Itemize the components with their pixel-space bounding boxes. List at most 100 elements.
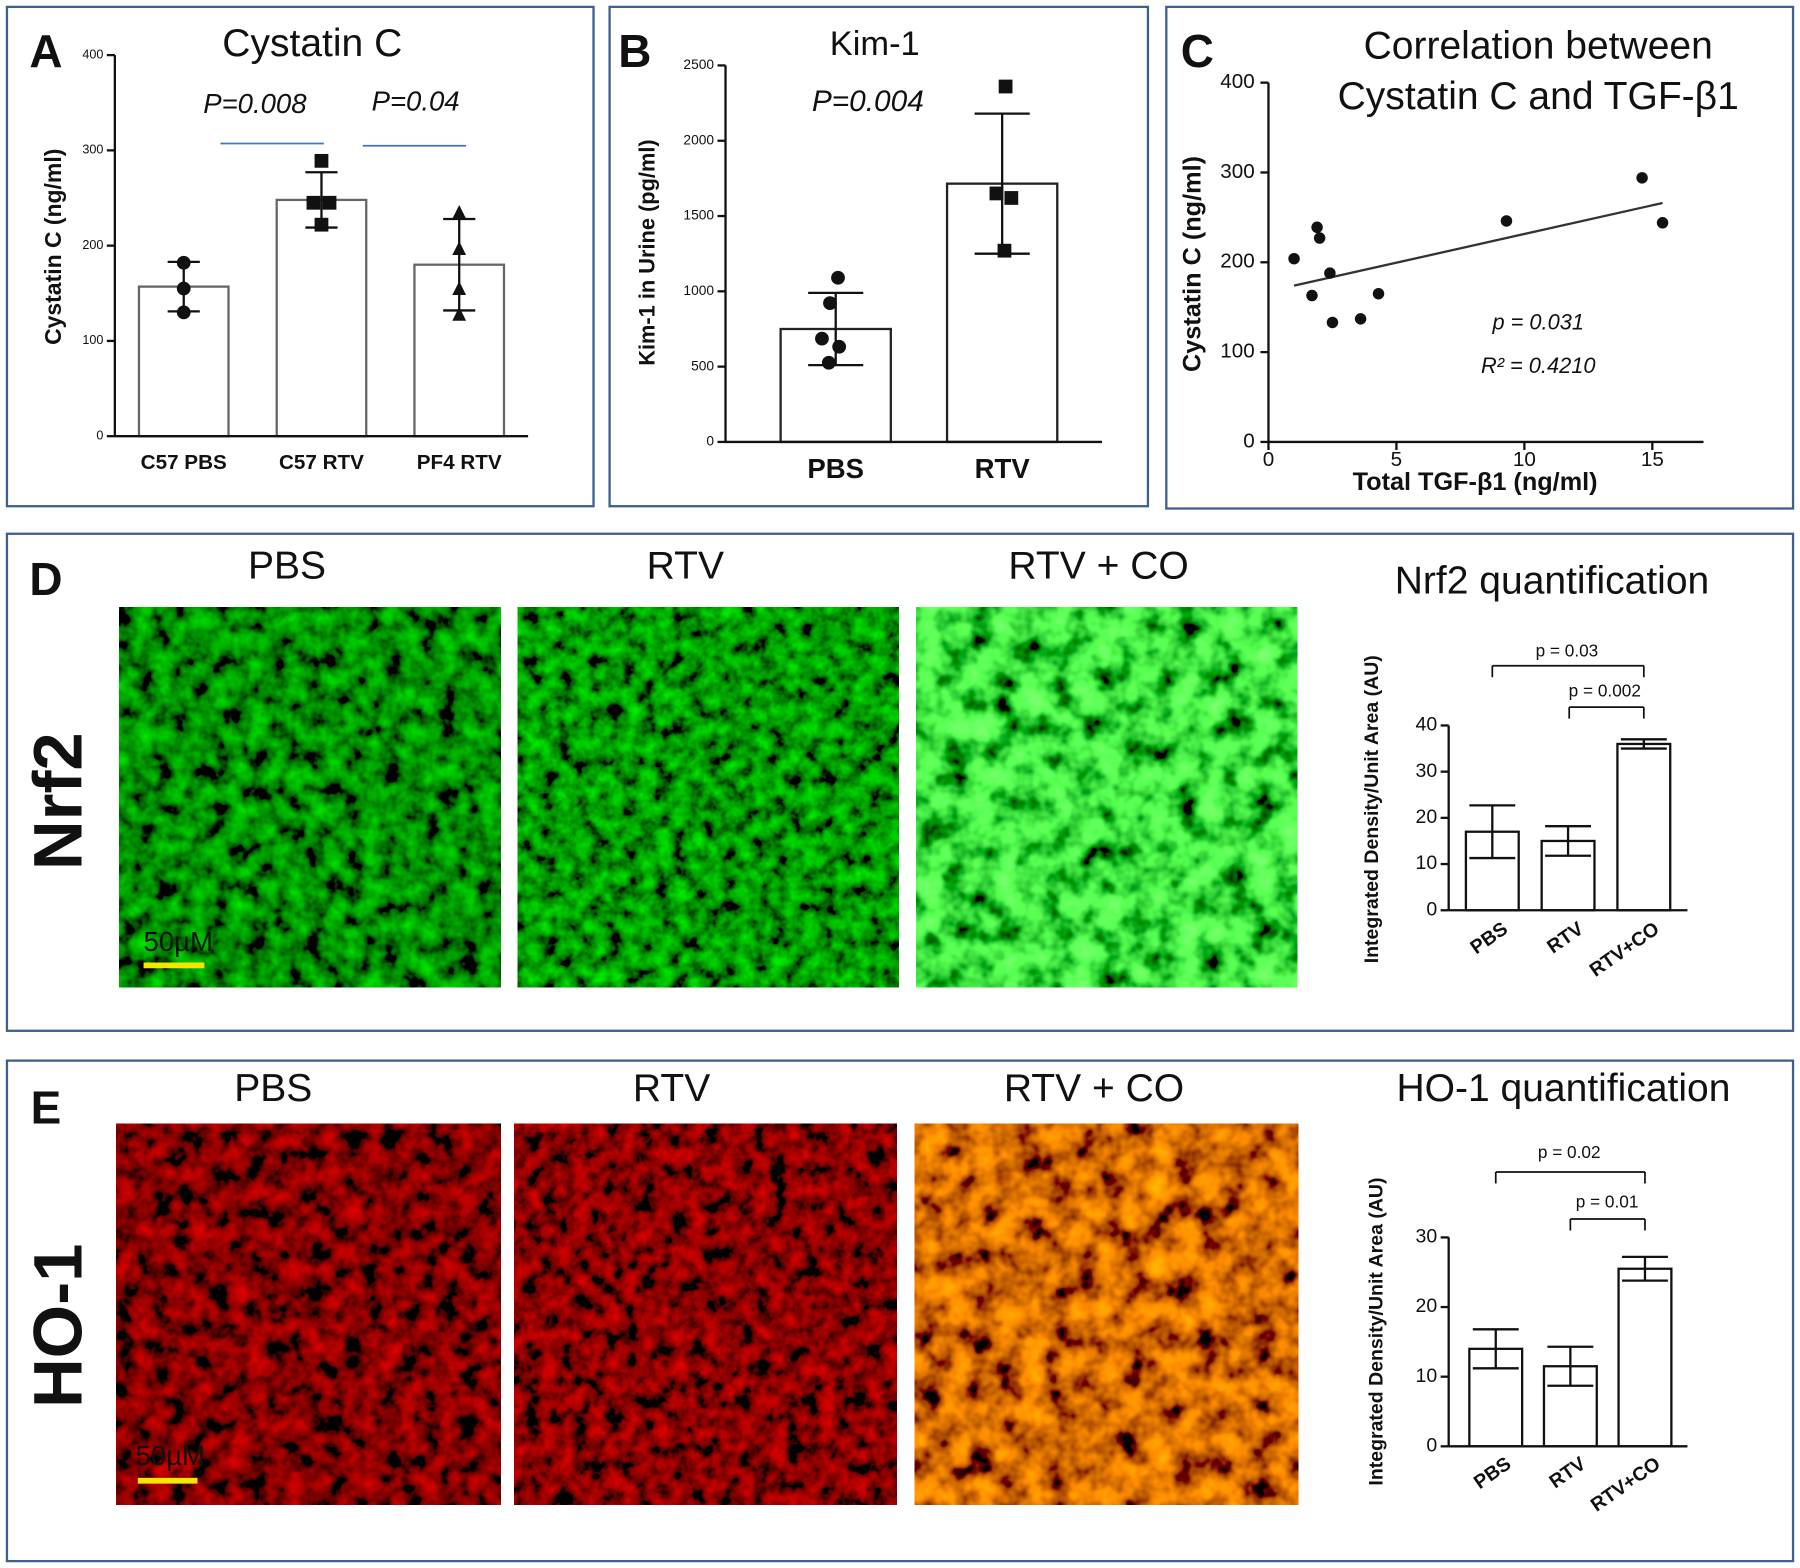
data-point	[1656, 217, 1669, 229]
data-point	[176, 255, 191, 270]
chart-title: Cystatin C	[222, 22, 402, 65]
y-tick-label: 300	[82, 143, 103, 157]
data-point	[1372, 287, 1385, 300]
panel-frame	[5, 5, 595, 508]
y-tick-label: 30	[1416, 760, 1438, 782]
data-point	[815, 331, 829, 346]
micrograph	[916, 607, 1298, 988]
scale-bar-label: 50µM	[144, 926, 213, 957]
data-point	[306, 195, 321, 210]
y-tick-label: 10	[1416, 852, 1438, 874]
data-point	[452, 306, 467, 321]
panel-frame	[5, 1059, 1795, 1563]
annotation: P=0.004	[812, 85, 924, 118]
column-label: PBS	[234, 1067, 312, 1110]
data-point	[452, 204, 467, 219]
y-tick-label: 200	[1220, 250, 1254, 273]
y-axis-label: Cystatin C (ng/ml)	[1179, 156, 1207, 372]
panel-letter: B	[618, 25, 651, 77]
micrograph	[517, 607, 899, 988]
y-tick-label: 200	[82, 238, 103, 252]
y-tick-label: 2000	[683, 132, 714, 147]
panel-letter: A	[29, 25, 62, 77]
y-tick-label: 1500	[683, 208, 714, 223]
x-tick-label: PBS	[807, 453, 864, 484]
data-point	[314, 217, 329, 232]
y-axis-label: Integrated Density/Unit Area (AU)	[1361, 655, 1383, 963]
fit-line	[1293, 201, 1663, 287]
y-tick-label: 40	[1416, 714, 1438, 736]
chart-title: HO-1 quantification	[1396, 1067, 1730, 1110]
y-tick-label: 300	[1220, 160, 1254, 183]
y-axis-label: Cystatin C (ng/ml)	[40, 149, 66, 345]
column-label: RTV + CO	[1004, 1067, 1184, 1110]
data-point	[452, 281, 467, 295]
panel-letter: E	[31, 1081, 62, 1133]
data-point	[176, 305, 191, 320]
annotation: p = 0.03	[1536, 641, 1599, 661]
y-tick-label: 100	[1220, 340, 1254, 363]
data-point	[1354, 313, 1367, 325]
x-tick-label: 0	[1263, 448, 1275, 471]
data-point	[1324, 267, 1336, 279]
micrograph	[514, 1123, 897, 1505]
data-point	[1313, 232, 1326, 244]
data-point	[322, 195, 337, 210]
data-point	[1004, 191, 1019, 205]
data-point	[1500, 215, 1513, 227]
data-point	[832, 339, 847, 354]
x-tick-label: 15	[1641, 448, 1664, 471]
y-tick-label: 100	[82, 333, 103, 347]
x-tick-label: 10	[1513, 448, 1536, 471]
panel-frame	[5, 532, 1795, 1032]
chart-title: Correlation between	[1364, 25, 1713, 68]
chart-title: Kim-1	[830, 25, 920, 63]
chart-title: Cystatin C and TGF-β1	[1338, 75, 1739, 118]
y-tick-label: 0	[1426, 898, 1437, 920]
column-label: RTV	[633, 1067, 710, 1110]
x-axis-label: Total TGF-β1 (ng/ml)	[1353, 468, 1598, 496]
data-point	[823, 296, 837, 310]
annotation: P=0.008	[203, 88, 307, 119]
micrograph	[914, 1123, 1299, 1505]
y-tick-label: 0	[1243, 429, 1255, 452]
stain-label: Nrf2	[19, 732, 96, 870]
y-tick-label: 2500	[683, 57, 714, 72]
data-point	[821, 355, 836, 370]
annotation: p = 0.031	[1491, 309, 1584, 334]
y-tick-label: 10	[1416, 1365, 1438, 1387]
data-point	[1306, 289, 1318, 302]
y-tick-label: 20	[1416, 1295, 1438, 1317]
annotation: p = 0.02	[1538, 1142, 1601, 1162]
data-point	[1636, 172, 1648, 184]
bar	[1616, 742, 1672, 912]
data-point	[1288, 252, 1300, 265]
data-point	[997, 243, 1012, 258]
y-tick-label: 500	[691, 358, 714, 373]
data-point	[998, 79, 1013, 94]
y-tick-label: 30	[1416, 1226, 1438, 1248]
micrograph	[116, 1123, 501, 1505]
panel-letter: D	[29, 553, 62, 605]
data-point	[1326, 316, 1339, 329]
x-tick-label: RTV	[975, 453, 1031, 484]
micrograph	[119, 607, 501, 988]
data-point	[452, 241, 467, 255]
x-tick-label: C57 PBS	[141, 451, 227, 474]
data-point	[989, 186, 1004, 201]
data-point	[1311, 221, 1323, 233]
y-tick-label: 0	[1426, 1434, 1437, 1456]
annotation: R² = 0.4210	[1481, 353, 1596, 378]
annotation: p = 0.002	[1569, 681, 1641, 701]
x-tick-label: 5	[1391, 448, 1403, 471]
annotation: p = 0.01	[1576, 1192, 1639, 1212]
bar	[1617, 1267, 1673, 1448]
column-label: PBS	[248, 545, 326, 588]
y-tick-label: 400	[1220, 70, 1254, 93]
stain-label: HO-1	[19, 1244, 96, 1409]
data-point	[831, 270, 845, 285]
panel-frame	[1165, 5, 1795, 510]
x-tick-label: PF4 RTV	[417, 451, 502, 474]
scale-bar-label: 50µM	[136, 1440, 205, 1471]
